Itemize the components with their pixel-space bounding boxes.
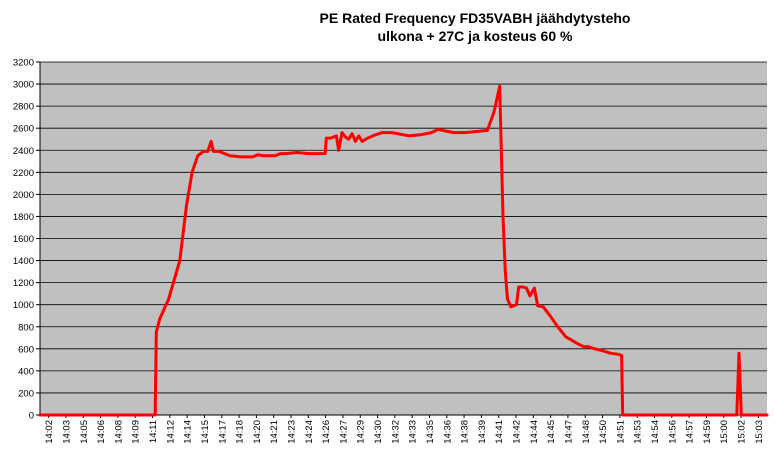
- y-tick-label: 600: [18, 344, 34, 355]
- x-tick-label: 14:35: [425, 420, 436, 444]
- x-tick-label: 14:50: [598, 420, 609, 444]
- chart-subtitle: ulkona + 27C ja kosteus 60 %: [377, 28, 573, 44]
- y-tick-label: 1600: [13, 234, 34, 245]
- x-tick-label: 14:09: [131, 420, 142, 444]
- x-tick-label: 14:26: [321, 420, 332, 444]
- y-tick-label: 2800: [13, 102, 34, 113]
- x-tick-label: 14:30: [373, 420, 384, 444]
- y-tick-label: 1800: [13, 212, 34, 223]
- x-tick-label: 14:56: [667, 420, 678, 444]
- y-tick-label: 3000: [13, 80, 34, 91]
- x-tick-label: 14:15: [200, 420, 211, 444]
- x-tick-label: 14:44: [529, 420, 540, 444]
- x-tick-label: 14:42: [512, 420, 523, 444]
- x-tick-label: 14:39: [477, 420, 488, 444]
- x-tick-label: 14:45: [546, 420, 557, 444]
- x-tick-label: 14:57: [685, 420, 696, 444]
- y-tick-label: 2600: [13, 124, 34, 135]
- x-tick-label: 14:23: [286, 420, 297, 444]
- x-tick-label: 14:18: [235, 420, 246, 444]
- x-tick-label: 14:05: [79, 420, 90, 444]
- x-tick-label: 14:47: [563, 420, 574, 444]
- x-tick-label: 14:53: [633, 420, 644, 444]
- x-tick-label: 14:20: [252, 420, 263, 444]
- x-tick-label: 14:36: [442, 420, 453, 444]
- x-tick-label: 15:02: [737, 420, 748, 444]
- y-tick-label: 0: [29, 411, 34, 422]
- x-tick-label: 14:27: [338, 420, 349, 444]
- y-tick-label: 1200: [13, 278, 34, 289]
- x-tick-label: 14:06: [96, 420, 107, 444]
- x-tick-label: 14:12: [165, 420, 176, 444]
- x-tick-label: 14:38: [460, 420, 471, 444]
- x-tick-label: 14:48: [581, 420, 592, 444]
- x-tick-label: 14:51: [615, 420, 626, 444]
- x-tick-label: 15:03: [754, 420, 765, 444]
- x-tick-label: 14:21: [269, 420, 280, 444]
- y-tick-label: 2400: [13, 146, 34, 157]
- x-tick-label: 14:02: [44, 420, 55, 444]
- x-tick-label: 14:11: [148, 420, 159, 443]
- y-tick-label: 400: [18, 366, 34, 377]
- y-tick-label: 1400: [13, 256, 34, 267]
- chart-title: PE Rated Frequency FD35VABH jäähdytysteh…: [319, 10, 631, 26]
- x-tick-label: 14:33: [408, 420, 419, 444]
- x-tick-label: 14:24: [304, 420, 315, 444]
- y-tick-label: 3200: [13, 58, 34, 69]
- x-tick-label: 14:32: [390, 420, 401, 444]
- x-tick-label: 14:29: [356, 420, 367, 444]
- y-tick-label: 2200: [13, 168, 34, 179]
- series-line: [38, 84, 769, 417]
- x-tick-label: 14:14: [183, 420, 194, 444]
- y-tick-label: 2000: [13, 190, 34, 201]
- x-tick-label: 14:54: [650, 420, 661, 444]
- x-tick-label: 14:41: [494, 420, 505, 444]
- x-tick-label: 14:59: [702, 420, 713, 444]
- y-tick-label: 800: [18, 322, 34, 333]
- x-tick-label: 14:17: [217, 420, 228, 444]
- y-tick-label: 200: [18, 388, 34, 399]
- x-tick-label: 15:00: [719, 420, 730, 444]
- x-tick-label: 14:08: [113, 420, 124, 444]
- x-tick-label: 14:03: [61, 420, 72, 444]
- y-tick-label: 1000: [13, 300, 34, 311]
